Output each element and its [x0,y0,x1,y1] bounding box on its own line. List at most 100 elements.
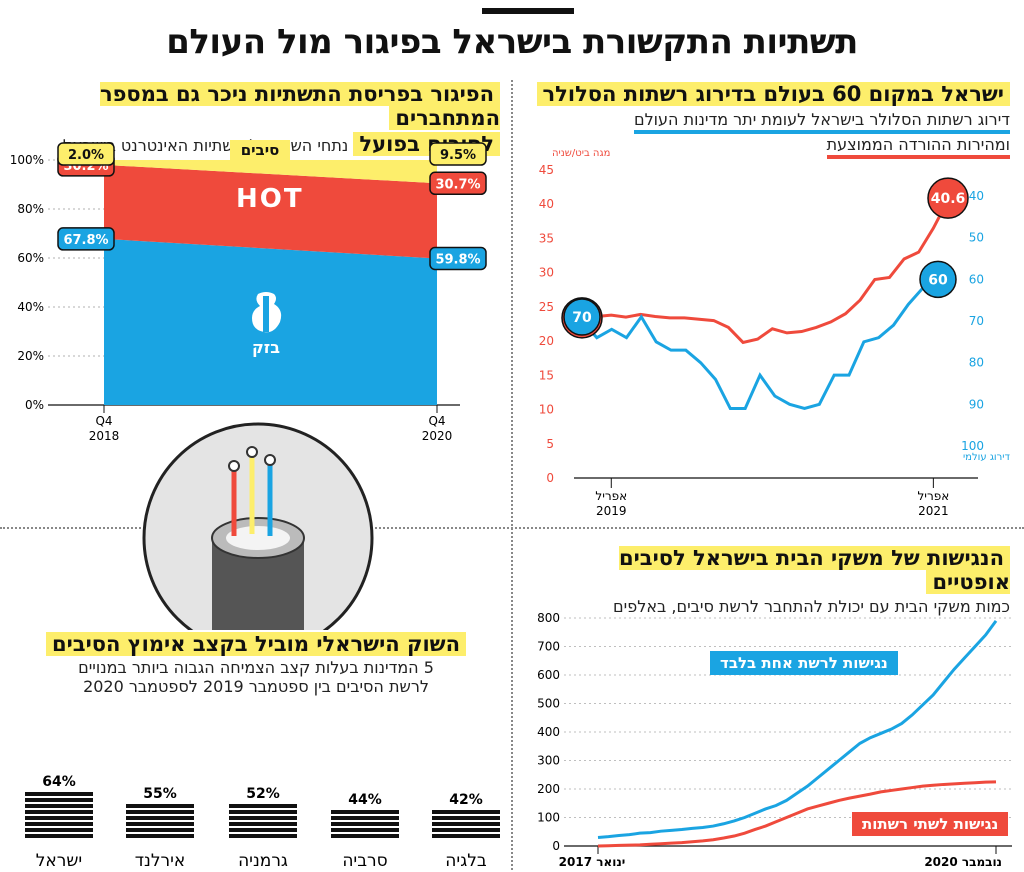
cell-x-tick-top: אפריל [595,489,627,503]
cell-left-tick: 35 [539,231,554,245]
cell-left-tick: 0 [546,471,554,485]
cell-left-tick: 10 [539,403,554,417]
hh-y-tick: 500 [537,697,560,711]
cell-left-tick: 15 [539,368,554,382]
cell-left-tick: 20 [539,334,554,348]
households-axis: 0 100 200 300 400 500 600 700 800 ינואר 2017 נובמב… [537,611,1012,869]
market-x-tick-bottom: 2020 [422,429,453,443]
market-y-tick: 60% [17,251,44,265]
households-title: הנגישות של משקי הבית בישראל לסיבים אופטי… [618,546,1010,594]
cellular-legend-red: ומהירות ההורדה הממוצעת [826,135,1010,159]
hh-y-tick: 800 [537,611,560,625]
hh-line-1 [597,780,997,848]
fiber-race-subtitle-2: לרשת הסיבים בין ספטמבר 2019 לספטמבר 2020 [83,677,429,696]
race-country-label: אירלנד [135,851,186,871]
rank-end-badge: 60 [919,260,957,299]
market-x-tick-top: Q4 [95,414,112,428]
hh-y-tick: 200 [537,782,560,796]
race-value-label: 44% [348,792,382,808]
market-area-1 [104,164,437,259]
hh-y-tick: 300 [537,754,560,768]
market-y-tick: 20% [17,349,44,363]
market-title-line1: הפיגור בפריסת התשתיות ניכר גם במספר המתח… [99,82,500,130]
market-y-tick: 40% [17,300,44,314]
bezeq-logo-text: בזק [252,338,280,357]
race-country-label: סרביה [342,851,387,871]
hot-logo-text: HOT [236,184,304,214]
title-accent-bar [482,8,574,14]
page-title: תשתיות התקשורת בישראל בפיגור מול העולם [166,22,858,62]
hh-x-tick: ינואר 2017 [559,855,626,869]
market-badge: 67.8% [57,227,115,251]
market-badge: 30.7% [429,171,487,196]
fiber-series-label: סיבים [230,140,290,160]
market-value-label: 59.8% [435,252,480,267]
hh-y-tick: 0 [552,839,560,853]
cell-right-tick: 90 [969,397,984,411]
cell-right-tick: 70 [969,314,984,328]
market-y-tick: 0% [25,398,44,412]
vertical-divider [511,80,513,870]
market-y-tick: 100% [10,153,44,167]
households-chart: 0 100 200 300 400 500 600 700 800 ינואר 2017 נובמב… [537,611,1012,869]
market-badge: 59.8% [429,246,487,271]
race-bars: 64% ישראל 55% אירלנד 52% גרמניה 44% סרביה 42% בלג… [25,774,500,871]
label-two-networks: נגישות לשתי רשתות [852,812,1009,836]
left-axis-unit: מגה ביט/שניה [552,148,610,159]
race-country-label: גרמניה [238,851,288,871]
race-value-label: 55% [143,786,177,802]
cell-left-tick: 45 [539,163,554,177]
download-speed-line [581,199,950,345]
market-y-tick: 80% [17,202,44,216]
fiber-cable-illustration [142,422,374,630]
race-value-label: 42% [449,792,483,808]
market-value-label: 9.5% [440,148,476,163]
cellular-lines [580,199,950,411]
speed-end-badge: 40.6 [927,177,969,219]
cell-left-tick: 25 [539,300,554,314]
bezeq-logo-mark-icon [252,292,282,333]
cell-left-tick: 5 [546,437,554,451]
race-bar: 55% אירלנד [126,786,194,871]
market-badge: 9.5% [429,142,487,166]
fiber-race-header: השוק הישראלי מוביל בקצב אימוץ הסיבים 5 ה… [0,632,512,696]
fiber-race-chart: 64% ישראל 55% אירלנד 52% גרמניה 44% סרביה 42% בלג… [25,774,500,871]
market-area-2 [104,160,437,184]
race-bar: 44% סרביה [331,792,399,871]
cell-left-tick: 40 [539,197,554,211]
cell-left-tick: 30 [539,266,554,280]
cellular-legend-blue: דירוג רשתות הסלולר בישראל לעומת יתר מדינ… [633,110,1010,134]
hot-logo: HOT [236,186,302,212]
speed-end-badge-text: 40.6 [931,191,966,207]
cell-right-tick: 100 [961,439,984,453]
market-x-tick-bottom: 2018 [89,429,120,443]
hh-y-tick: 600 [537,668,560,682]
hh-y-tick: 400 [537,725,560,739]
race-country-label: ישראל [36,851,82,871]
race-value-label: 64% [42,774,76,790]
fiber-race-title: השוק הישראלי מוביל בקצב אימוץ הסיבים [45,632,467,656]
cell-right-tick: 50 [969,231,984,245]
horizontal-divider [0,527,1024,529]
cell-x-tick-top: אפריל [917,489,949,503]
rank-end-badge-text: 60 [928,272,948,288]
market-labels: 67.8%59.8%30.2%30.7%2.0% 9.5% [57,142,487,271]
fiber-race-subtitle-1: 5 המדינות בעלות קצב הצמיחה הגבוה ביותר ב… [78,658,434,677]
cell-x-tick-bottom: 2019 [596,504,627,518]
cellular-panel-header: ישראל במקום 60 בעולם בדירוג רשתות הסלולר… [530,82,1010,159]
hh-line-0 [597,619,998,839]
market-badge: 2.0% [57,142,115,166]
market-value-label: 2.0% [68,148,104,163]
rank-start-badge-text: 70 [572,310,592,326]
hh-y-tick: 700 [537,640,560,654]
race-bar: 64% ישראל [25,774,93,871]
world-rank-line [580,278,939,411]
households-subtitle: כמות משקי הבית עם יכולת להתחבר לרשת סיבי… [613,597,1010,616]
right-axis-unit: דירוג עולמי [963,452,1011,463]
cell-right-tick: 60 [969,272,984,286]
market-value-label: 67.8% [63,233,108,248]
cell-right-tick: 80 [969,356,984,370]
race-value-label: 52% [246,786,280,802]
race-bar: 42% בלגיה [432,792,500,871]
